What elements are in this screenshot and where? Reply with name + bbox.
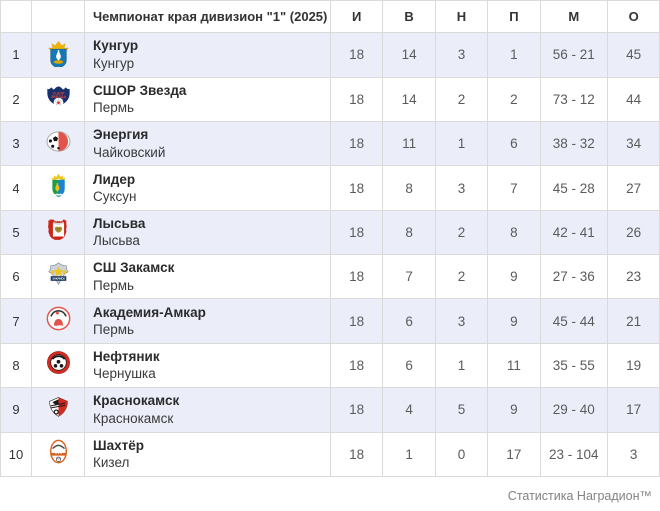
svg-text:ЗАКАМСК: ЗАКАМСК <box>52 276 65 280</box>
